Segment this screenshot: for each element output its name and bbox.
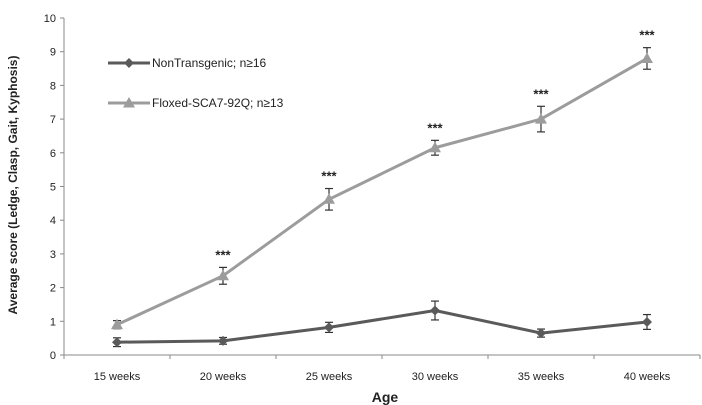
data-point [218,335,228,346]
y-tick-label: 7 [50,114,56,126]
y-tick-label: 3 [50,249,56,261]
series-line [116,57,648,327]
data-point [641,52,653,63]
legend-label: NonTransgenic; n≥16 [152,56,267,70]
y-tick-label: 10 [44,13,56,25]
y-axis-title: Average score (Ledge, Clasp, Gait, Kypho… [6,56,20,315]
x-tick-label: 35 weeks [518,371,565,383]
y-tick-label: 6 [50,148,56,160]
legend-marker [124,58,134,68]
significance-label: *** [427,120,443,135]
y-tick-label: 1 [50,316,56,328]
data-point [535,113,547,124]
significance-label: *** [533,86,549,101]
y-tick-label: 8 [50,80,56,92]
data-point [112,337,122,348]
significance-label: *** [321,169,337,184]
x-tick-label: 40 weeks [624,371,671,383]
data-point [324,322,334,333]
y-tick-label: 2 [50,283,56,295]
y-tick-label: 0 [50,350,56,362]
x-axis-title: Age [372,389,399,405]
data-point [217,269,229,281]
legend-marker [123,97,135,108]
data-point [429,141,441,153]
significance-label: *** [639,28,655,43]
data-point [536,328,546,339]
series-line [116,309,648,344]
y-tick-label: 5 [50,182,56,194]
data-point [111,318,123,330]
x-tick-label: 15 weeks [94,371,141,383]
data-point [323,193,335,204]
y-tick-label: 4 [50,215,56,227]
data-point [430,305,440,316]
data-point [642,316,652,327]
x-tick-label: 25 weeks [306,371,353,383]
significance-label: *** [215,247,231,262]
legend-label: Floxed-SCA7-92Q; n≥13 [152,96,284,110]
x-tick-label: 30 weeks [412,371,459,383]
y-tick-label: 9 [50,47,56,59]
x-tick-label: 20 weeks [200,371,247,383]
